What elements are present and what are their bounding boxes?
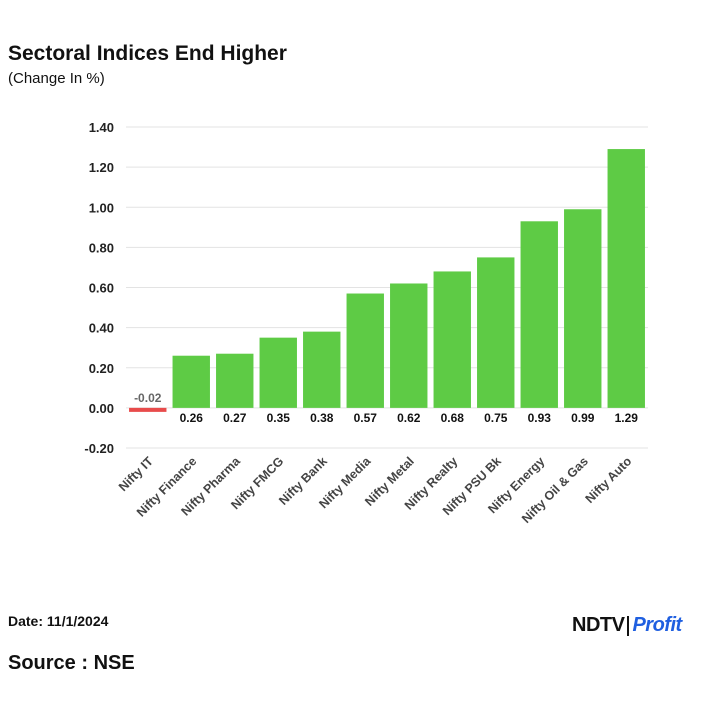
y-tick-label: -0.20 (84, 441, 114, 456)
x-tick-label: Nifty Auto (583, 454, 635, 506)
data-labels: -0.02 0.26 0.27 0.35 0.38 0.57 0.62 0.68 0.75 0.9… (134, 391, 638, 425)
logo-profit-text: Profit (632, 614, 682, 636)
y-tick-label: 0.40 (89, 321, 114, 336)
data-label: 0.26 (180, 411, 204, 425)
data-label: 0.38 (310, 411, 334, 425)
bar-nifty-energy (520, 221, 558, 408)
bar-nifty-finance (172, 355, 210, 408)
data-label: 0.27 (223, 411, 247, 425)
y-tick-label: 1.00 (89, 200, 114, 215)
bar-nifty-realty (433, 271, 471, 408)
bar-nifty-pharma (216, 353, 254, 408)
data-label: -0.02 (134, 391, 162, 405)
logo-divider (627, 615, 630, 636)
bar-nifty-psu-bk (477, 257, 515, 408)
bar-nifty-metal (390, 283, 428, 408)
date-label: Date: 11/1/2024 (8, 613, 109, 629)
data-label: 1.29 (615, 411, 639, 425)
x-tick-label: Nifty IT (116, 454, 156, 494)
y-tick-label: 1.20 (89, 160, 114, 175)
y-tick-label: 0.00 (89, 401, 114, 416)
y-axis-ticks: -0.20 0.00 0.20 0.40 0.60 0.80 1.00 1.20 1.40 (84, 120, 114, 456)
y-tick-label: 0.80 (89, 240, 114, 255)
bar-nifty-bank (303, 331, 341, 408)
bar-nifty-auto (607, 149, 645, 408)
bar-nifty-media (346, 293, 384, 408)
ndtv-profit-logo: NDTV Profit (572, 614, 682, 637)
data-label: 0.99 (571, 411, 595, 425)
bar-chart: -0.20 0.00 0.20 0.40 0.60 0.80 1.00 1.20 1.40 -0… (84, 120, 648, 526)
y-tick-label: 1.40 (89, 120, 114, 135)
bar-nifty-fmcg (259, 337, 297, 408)
bar-nifty-it (129, 407, 167, 412)
data-label: 0.62 (397, 411, 421, 425)
gridlines (126, 126, 648, 449)
bar-nifty-oil-gas (564, 209, 602, 408)
logo-ndtv-text: NDTV (572, 614, 625, 636)
data-label: 0.57 (354, 411, 378, 425)
data-label: 0.35 (267, 411, 291, 425)
chart-subtitle: (Change In %) (8, 70, 105, 87)
data-label: 0.68 (441, 411, 465, 425)
y-tick-label: 0.20 (89, 361, 114, 376)
y-tick-label: 0.60 (89, 281, 114, 296)
data-label: 0.75 (484, 411, 508, 425)
bars (129, 149, 645, 412)
source-label: Source : NSE (8, 652, 135, 674)
chart-title: Sectoral Indices End Higher (8, 42, 287, 65)
data-label: 0.93 (528, 411, 552, 425)
